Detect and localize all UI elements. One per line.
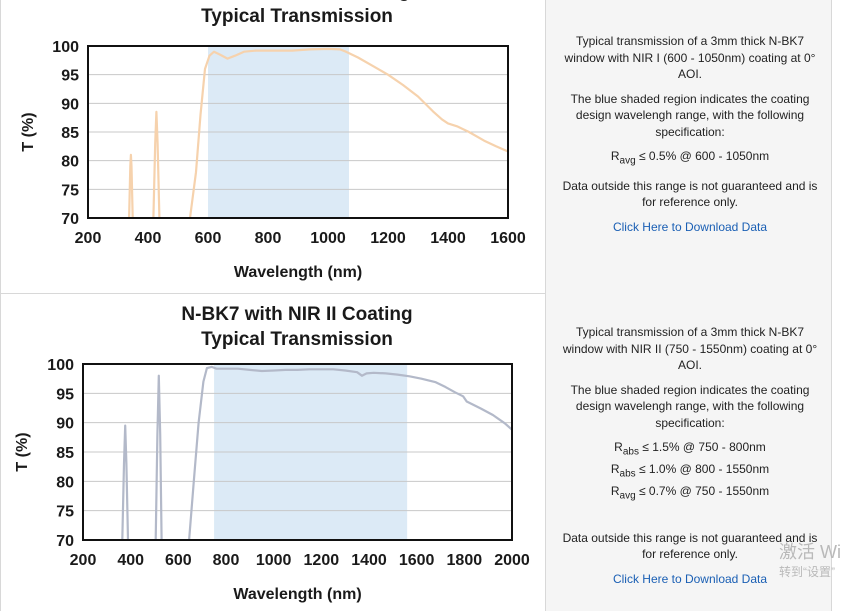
x-tick-label: 1800 (447, 552, 483, 569)
chart-subtitle: Typical Transmission (201, 6, 393, 27)
x-tick-label: 1200 (370, 230, 406, 247)
y-axis-label: T (%) (20, 112, 37, 151)
x-tick-label: 1000 (310, 230, 346, 247)
x-tick-label: 600 (195, 230, 222, 247)
x-tick-label: 600 (165, 552, 192, 569)
y-tick-label: 80 (56, 474, 74, 491)
transmission-curve (188, 47, 509, 219)
transmission-curve (128, 153, 134, 219)
chart-title: N-BK7 with NIR II Coating (181, 304, 412, 325)
spec-list: Rabs ≤ 1.5% @ 750 - 800nm Rabs ≤ 1.0% @ … (560, 439, 820, 505)
spec-line: Rabs ≤ 1.0% @ 800 - 1550nm (610, 461, 770, 480)
x-tick-label: 800 (255, 230, 282, 247)
y-tick-label: 75 (61, 182, 79, 199)
shading-note: The blue shaded region indicates the coa… (570, 91, 810, 139)
y-tick-label: 85 (61, 125, 79, 142)
plot-frame (82, 363, 513, 541)
spec-list: Ravg ≤ 0.5% @ 600 - 1050nm (560, 148, 820, 170)
description-cell: Typical transmission of a 3mm thick N-BK… (546, 293, 831, 611)
x-tick-label: 200 (75, 230, 102, 247)
watermark-line: 激活 Wi (779, 542, 841, 562)
x-tick-label: 1400 (351, 552, 387, 569)
x-tick-label: 800 (213, 552, 240, 569)
spec-line: Rabs ≤ 1.5% @ 750 - 800nm (614, 440, 766, 458)
chart-cell: N-BK7 with NIR II Coating Typical Transmi… (1, 293, 546, 611)
x-axis-label: Wavelength (nm) (233, 586, 361, 603)
y-axis-label: T (%) (14, 432, 31, 471)
x-tick-label: 400 (117, 552, 144, 569)
description-cell: Typical transmission of a 3mm thick N-BK… (546, 0, 831, 293)
y-tick-label: 100 (52, 39, 79, 56)
chart-cell: N-BK7 with NIR I Coating Typical Transmis… (1, 0, 546, 293)
transmission-curve (152, 110, 161, 219)
chart-subtitle: Typical Transmission (201, 329, 393, 350)
y-tick-label: 70 (61, 211, 79, 228)
y-tick-label: 80 (61, 154, 79, 171)
x-tick-label: 1600 (399, 552, 435, 569)
y-tick-label: 70 (56, 533, 74, 550)
transmission-curve (154, 374, 163, 541)
activation-watermark: 激活 Wi 转到“设置” (779, 541, 847, 585)
transmission-chart-nir1: N-BK7 with NIR I Coating Typical Transmis… (20, 0, 526, 281)
x-tick-label: 400 (135, 230, 162, 247)
spec-line: Ravg ≤ 0.5% @ 600 - 1050nm (610, 149, 770, 167)
x-tick-label: 2000 (494, 552, 530, 569)
y-tick-label: 90 (56, 416, 74, 433)
y-tick-label: 95 (56, 386, 74, 403)
y-tick-label: 90 (61, 96, 79, 113)
y-tick-label: 100 (47, 357, 74, 374)
x-tick-label: 1200 (304, 552, 340, 569)
download-data-link[interactable]: Click Here to Download Data (612, 219, 768, 234)
spec-line: Ravg ≤ 0.7% @ 750 - 1550nm (610, 483, 770, 502)
product-table: N-BK7 with NIR I Coating Typical Transmis… (0, 0, 832, 611)
table-row: N-BK7 with NIR I Coating Typical Transmis… (1, 0, 831, 294)
description-block: Typical transmission of a 3mm thick N-BK… (560, 33, 820, 235)
download-data-link[interactable]: Click Here to Download Data (612, 571, 768, 586)
transmission-chart-nir2: N-BK7 with NIR II Coating Typical Transmi… (14, 304, 530, 603)
chart-title: N-BK7 with NIR I Coating (184, 0, 410, 2)
description-text: Typical transmission of a 3mm thick N-BK… (562, 325, 818, 372)
description-text: Typical transmission of a 3mm thick N-BK… (564, 34, 816, 81)
y-tick-label: 95 (61, 68, 79, 85)
x-tick-label: 1600 (490, 230, 526, 247)
disclaimer-text: Data outside this range is not guarantee… (562, 178, 818, 210)
disclaimer-text: Data outside this range is not guarantee… (562, 530, 818, 562)
table-row: N-BK7 with NIR II Coating Typical Transmi… (1, 293, 831, 611)
y-tick-label: 85 (56, 445, 74, 462)
x-axis-label: Wavelength (nm) (234, 264, 362, 281)
transmission-curve (188, 365, 513, 541)
x-tick-label: 200 (70, 552, 97, 569)
watermark-line: 转到“设置” (779, 565, 835, 579)
x-tick-label: 1400 (430, 230, 466, 247)
shading-note: The blue shaded region indicates the coa… (570, 382, 810, 430)
x-tick-label: 1000 (256, 552, 292, 569)
plot-frame (87, 45, 509, 219)
description-block: Typical transmission of a 3mm thick N-BK… (560, 324, 820, 587)
y-tick-label: 75 (56, 504, 74, 521)
transmission-curve (121, 424, 130, 541)
